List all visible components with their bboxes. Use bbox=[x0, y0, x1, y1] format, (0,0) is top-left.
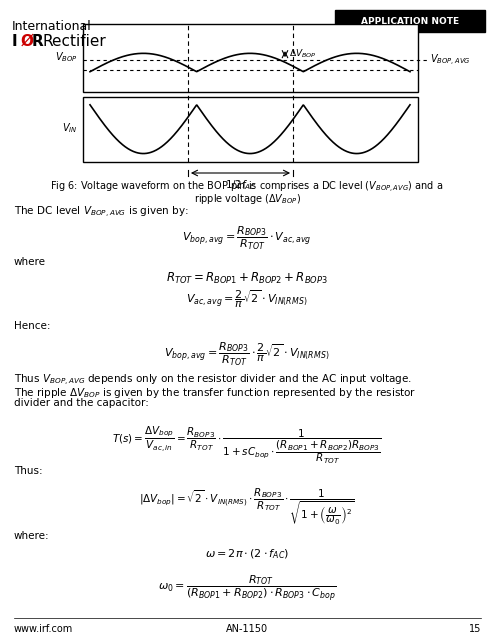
Text: I: I bbox=[12, 34, 18, 49]
Bar bbox=[83, 24, 418, 92]
Text: $V_{ac,avg} = \dfrac{2}{\pi}\sqrt{2} \cdot V_{IN(RMS)}$: $V_{ac,avg} = \dfrac{2}{\pi}\sqrt{2} \cd… bbox=[186, 289, 308, 310]
Text: $V_{bop,avg} = \dfrac{R_{BOP3}}{R_{TOT}} \cdot V_{ac,avg}$: $V_{bop,avg} = \dfrac{R_{BOP3}}{R_{TOT}}… bbox=[182, 225, 312, 252]
Text: $|\Delta V_{bop}| = \sqrt{2} \cdot V_{IN(RMS)} \cdot \dfrac{R_{BOP3}}{R_{TOT}} \: $|\Delta V_{bop}| = \sqrt{2} \cdot V_{IN… bbox=[140, 486, 354, 527]
Text: $\omega = 2\pi \cdot (2 \cdot f_{AC})$: $\omega = 2\pi \cdot (2 \cdot f_{AC})$ bbox=[205, 547, 289, 561]
Text: $T(s) = \dfrac{\Delta V_{bop}}{V_{ac,in}} = \dfrac{R_{BOP3}}{R_{TOT}} \cdot \dfr: $T(s) = \dfrac{\Delta V_{bop}}{V_{ac,in}… bbox=[112, 424, 382, 465]
Text: where:: where: bbox=[14, 531, 50, 541]
Text: R: R bbox=[32, 34, 44, 49]
Text: $V_{IN}$: $V_{IN}$ bbox=[62, 122, 78, 135]
Text: AN-1150: AN-1150 bbox=[226, 624, 268, 634]
Text: $\omega_0 = \dfrac{R_{TOT}}{(R_{BOP1}+R_{BOP2}) \cdot R_{BOP3} \cdot C_{bop}}$: $\omega_0 = \dfrac{R_{TOT}}{(R_{BOP1}+R_… bbox=[158, 573, 336, 603]
Text: Thus:: Thus: bbox=[14, 466, 43, 476]
Text: $V_{BOP,AVG}$: $V_{BOP,AVG}$ bbox=[430, 52, 471, 68]
Text: $1/2f_{AC}$: $1/2f_{AC}$ bbox=[225, 178, 256, 192]
Text: Hence:: Hence: bbox=[14, 321, 50, 331]
Text: Fig 6: Voltage waveform on the BOP pin is comprises a DC level ($V_{BOP,AVG}$) a: Fig 6: Voltage waveform on the BOP pin i… bbox=[50, 180, 444, 195]
Text: $\Delta V_{BOP}$: $\Delta V_{BOP}$ bbox=[289, 47, 316, 60]
Bar bbox=[83, 97, 418, 162]
Text: www.irf.com: www.irf.com bbox=[14, 624, 73, 634]
Text: International: International bbox=[12, 20, 92, 33]
Text: Rectifier: Rectifier bbox=[42, 34, 106, 49]
Text: Thus $V_{BOP,AVG}$ depends only on the resistor divider and the AC input voltage: Thus $V_{BOP,AVG}$ depends only on the r… bbox=[14, 373, 412, 388]
Text: Ø: Ø bbox=[21, 34, 34, 49]
Text: ripple voltage ($\Delta V_{BOP}$): ripple voltage ($\Delta V_{BOP}$) bbox=[194, 192, 300, 206]
Text: The ripple $\Delta V_{BOP}$ is given by the transfer function represented by the: The ripple $\Delta V_{BOP}$ is given by … bbox=[14, 386, 416, 400]
Text: divider and the capacitor:: divider and the capacitor: bbox=[14, 398, 149, 408]
Text: 15: 15 bbox=[469, 624, 481, 634]
Bar bbox=[335, 10, 485, 32]
Text: $R_{TOT} = R_{BOP1}+R_{BOP2}+R_{BOP3}$: $R_{TOT} = R_{BOP1}+R_{BOP2}+R_{BOP3}$ bbox=[166, 271, 328, 286]
Text: $V_{bop,avg} = \dfrac{R_{BOP3}}{R_{TOT}} \cdot \dfrac{2}{\pi}\sqrt{2} \cdot V_{I: $V_{bop,avg} = \dfrac{R_{BOP3}}{R_{TOT}}… bbox=[164, 341, 330, 368]
Text: where: where bbox=[14, 257, 46, 267]
Text: APPLICATION NOTE: APPLICATION NOTE bbox=[361, 17, 459, 26]
Text: $V_{BOP}$: $V_{BOP}$ bbox=[55, 50, 78, 63]
Text: The DC level $V_{BOP,AVG}$ is given by:: The DC level $V_{BOP,AVG}$ is given by: bbox=[14, 205, 189, 220]
